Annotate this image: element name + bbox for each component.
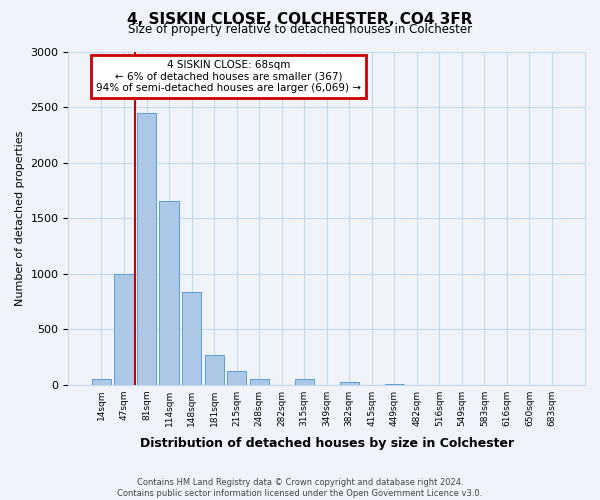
- Bar: [92, 379, 111, 384]
- Y-axis label: Number of detached properties: Number of detached properties: [15, 130, 25, 306]
- Bar: [115, 274, 134, 384]
- Text: Size of property relative to detached houses in Colchester: Size of property relative to detached ho…: [128, 22, 472, 36]
- Text: 4, SISKIN CLOSE, COLCHESTER, CO4 3FR: 4, SISKIN CLOSE, COLCHESTER, CO4 3FR: [127, 12, 473, 28]
- Text: Contains HM Land Registry data © Crown copyright and database right 2024.
Contai: Contains HM Land Registry data © Crown c…: [118, 478, 482, 498]
- Text: 4 SISKIN CLOSE: 68sqm
← 6% of detached houses are smaller (367)
94% of semi-deta: 4 SISKIN CLOSE: 68sqm ← 6% of detached h…: [96, 60, 361, 93]
- Bar: [227, 372, 246, 384]
- Bar: [182, 292, 201, 384]
- Bar: [137, 112, 156, 384]
- X-axis label: Distribution of detached houses by size in Colchester: Distribution of detached houses by size …: [140, 437, 514, 450]
- Bar: [205, 354, 224, 384]
- Bar: [340, 382, 359, 384]
- Bar: [250, 379, 269, 384]
- Bar: [295, 379, 314, 384]
- Bar: [160, 202, 179, 384]
